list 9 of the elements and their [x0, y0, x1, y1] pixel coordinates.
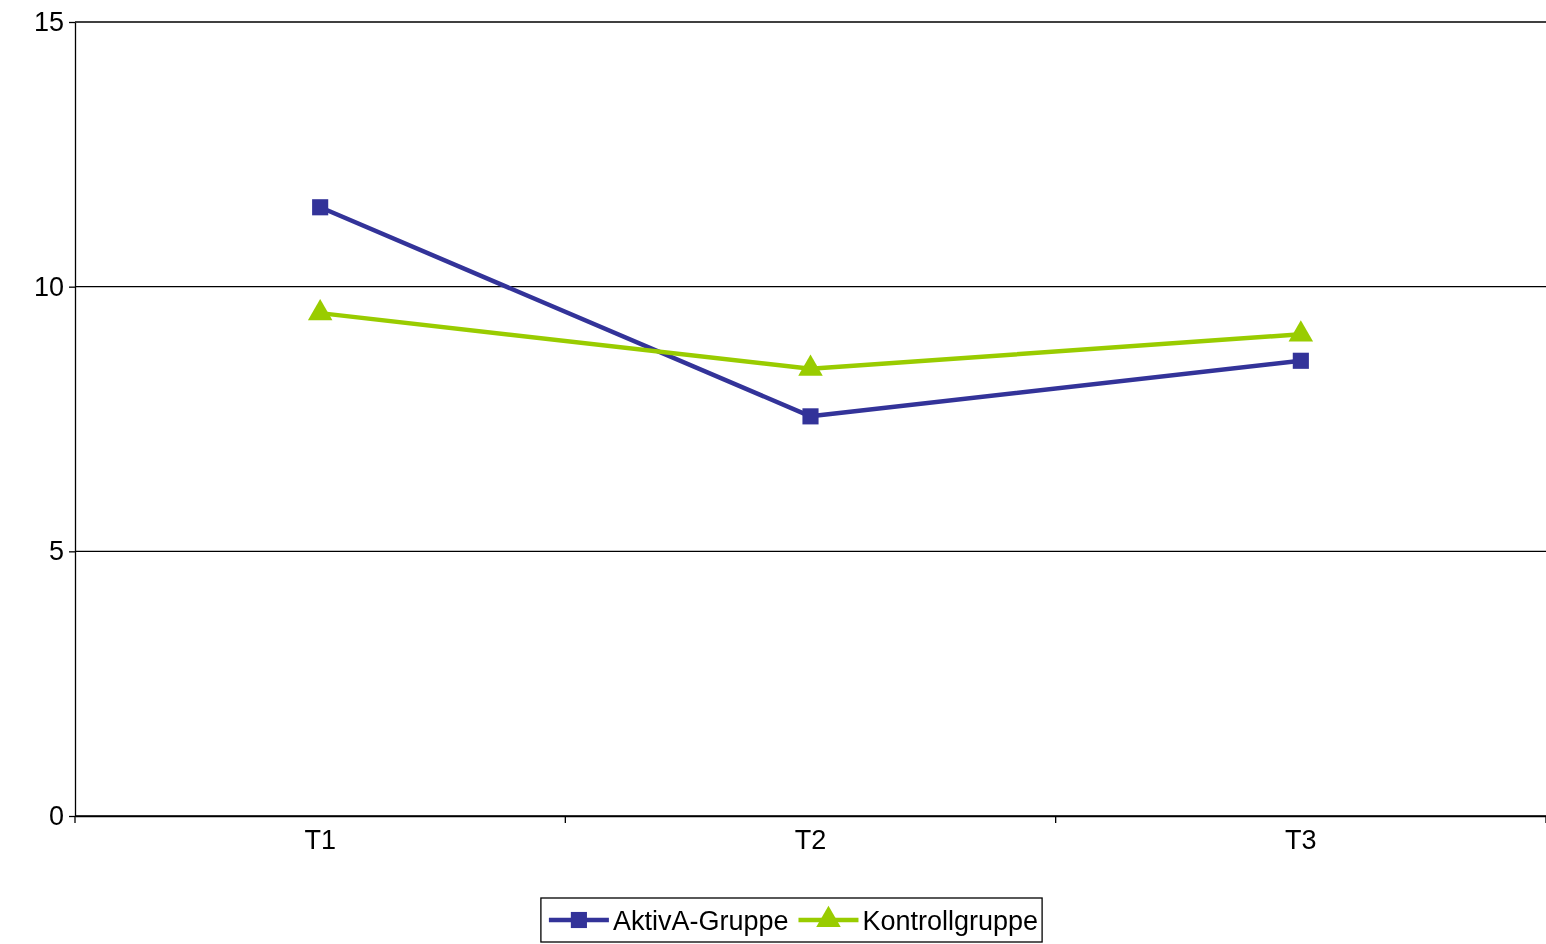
- legend-label: Kontrollgruppe: [862, 906, 1039, 936]
- x-tick-label: T3: [1285, 825, 1317, 856]
- x-tick-label: T1: [304, 825, 336, 856]
- x-tick-label: T2: [794, 825, 827, 856]
- y-tick-label: 5: [48, 536, 64, 567]
- y-tick-label: 0: [48, 801, 64, 832]
- y-tick-label: 10: [33, 271, 64, 302]
- legend-label: AktivA-Gruppe: [612, 906, 789, 936]
- y-tick-label: 15: [33, 7, 64, 38]
